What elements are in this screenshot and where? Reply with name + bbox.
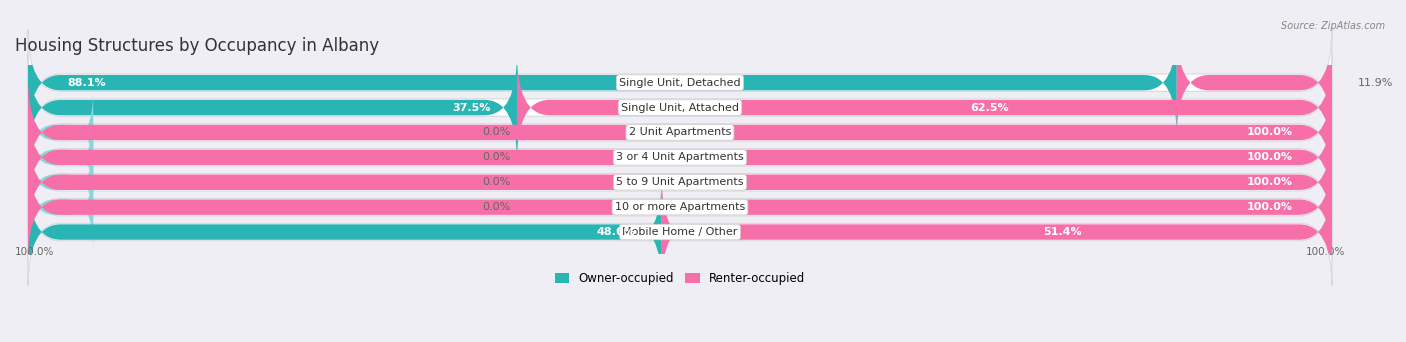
FancyBboxPatch shape [28,78,1331,187]
Text: Single Unit, Attached: Single Unit, Attached [621,103,740,113]
FancyBboxPatch shape [517,53,1331,162]
FancyBboxPatch shape [28,104,1331,211]
Text: Source: ZipAtlas.com: Source: ZipAtlas.com [1281,21,1385,30]
Text: 88.1%: 88.1% [67,78,105,88]
Text: 2 Unit Apartments: 2 Unit Apartments [628,128,731,137]
Text: 48.6%: 48.6% [596,227,636,237]
FancyBboxPatch shape [28,154,1331,261]
FancyBboxPatch shape [1177,28,1331,137]
FancyBboxPatch shape [28,177,662,287]
Text: 0.0%: 0.0% [482,128,510,137]
Text: 51.4%: 51.4% [1043,227,1081,237]
Text: 11.9%: 11.9% [1358,78,1393,88]
Text: 10 or more Apartments: 10 or more Apartments [614,202,745,212]
Text: 100.0%: 100.0% [1247,152,1292,162]
FancyBboxPatch shape [28,79,1331,186]
Text: 0.0%: 0.0% [482,152,510,162]
FancyBboxPatch shape [28,153,1331,262]
Text: 100.0%: 100.0% [1306,248,1346,258]
FancyBboxPatch shape [662,177,1331,287]
Text: Single Unit, Detached: Single Unit, Detached [619,78,741,88]
FancyBboxPatch shape [28,129,1331,236]
Text: Housing Structures by Occupancy in Albany: Housing Structures by Occupancy in Alban… [15,37,380,55]
FancyBboxPatch shape [28,54,1331,161]
Text: 37.5%: 37.5% [453,103,491,113]
Text: 62.5%: 62.5% [970,103,1010,113]
Text: 5 to 9 Unit Apartments: 5 to 9 Unit Apartments [616,177,744,187]
Text: 100.0%: 100.0% [1247,177,1292,187]
FancyBboxPatch shape [28,128,1331,237]
FancyBboxPatch shape [28,103,1331,212]
FancyBboxPatch shape [28,179,1331,286]
FancyBboxPatch shape [28,90,93,174]
Text: Mobile Home / Other: Mobile Home / Other [623,227,738,237]
Text: 0.0%: 0.0% [482,177,510,187]
Text: 100.0%: 100.0% [15,248,55,258]
FancyBboxPatch shape [28,53,517,162]
FancyBboxPatch shape [28,28,1177,137]
FancyBboxPatch shape [28,29,1331,136]
Legend: Owner-occupied, Renter-occupied: Owner-occupied, Renter-occupied [550,268,810,290]
FancyBboxPatch shape [28,165,93,249]
Text: 100.0%: 100.0% [1247,202,1292,212]
Text: 0.0%: 0.0% [482,202,510,212]
Text: 3 or 4 Unit Apartments: 3 or 4 Unit Apartments [616,152,744,162]
Text: 100.0%: 100.0% [1247,128,1292,137]
FancyBboxPatch shape [28,115,93,199]
FancyBboxPatch shape [28,140,93,224]
